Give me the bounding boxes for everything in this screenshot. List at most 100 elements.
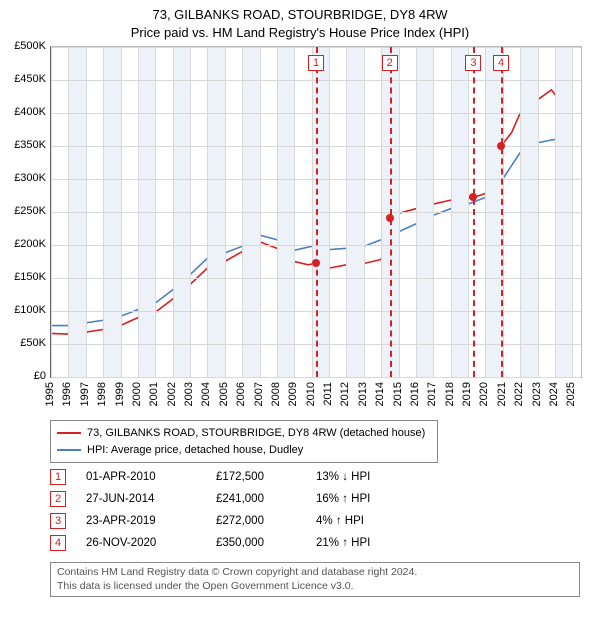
- gridline-v: [138, 47, 139, 377]
- footer-line2: This data is licensed under the Open Gov…: [57, 580, 573, 594]
- legend-swatch-property: [57, 432, 81, 434]
- chart-container: 73, GILBANKS ROAD, STOURBRIDGE, DY8 4RW …: [0, 0, 600, 620]
- sale-marker-number: 4: [493, 55, 509, 71]
- footer-attribution: Contains HM Land Registry data © Crown c…: [50, 562, 580, 597]
- gridline-v: [485, 47, 486, 377]
- xtick-label: 2008: [270, 382, 282, 406]
- gridline-v: [155, 47, 156, 377]
- gridline-v: [260, 47, 261, 377]
- xtick-label: 2022: [513, 382, 525, 406]
- gridline-v: [242, 47, 243, 377]
- sales-row-price: £172,500: [216, 471, 316, 483]
- xtick-label: 2005: [218, 382, 230, 406]
- gridline-v: [190, 47, 191, 377]
- gridline-v: [555, 47, 556, 377]
- ytick-label: £100K: [6, 304, 46, 316]
- sale-marker-line: [316, 47, 318, 377]
- xtick-label: 2024: [548, 382, 560, 406]
- xtick-label: 1995: [44, 382, 56, 406]
- ytick-label: £450K: [6, 73, 46, 85]
- xtick-label: 1997: [79, 382, 91, 406]
- sales-row-number: 4: [50, 535, 66, 551]
- sales-row-price: £350,000: [216, 537, 316, 549]
- sale-data-point: [386, 214, 394, 222]
- sales-row-price: £241,000: [216, 493, 316, 505]
- title-line2: Price paid vs. HM Land Registry's House …: [0, 24, 600, 42]
- xtick-label: 1999: [114, 382, 126, 406]
- sales-row-date: 27-JUN-2014: [86, 493, 216, 505]
- sale-marker-number: 1: [308, 55, 324, 71]
- xtick-label: 2009: [287, 382, 299, 406]
- sale-marker-line: [473, 47, 475, 377]
- footer-line1: Contains HM Land Registry data © Crown c…: [57, 566, 573, 580]
- legend-label-property: 73, GILBANKS ROAD, STOURBRIDGE, DY8 4RW …: [87, 425, 425, 442]
- gridline-v: [225, 47, 226, 377]
- xtick-label: 2019: [461, 382, 473, 406]
- xtick-label: 2016: [409, 382, 421, 406]
- gridline-v: [433, 47, 434, 377]
- legend-row-property: 73, GILBANKS ROAD, STOURBRIDGE, DY8 4RW …: [57, 425, 431, 442]
- gridline-v: [121, 47, 122, 377]
- xtick-label: 2025: [565, 382, 577, 406]
- sales-row-price: £272,000: [216, 515, 316, 527]
- xtick-label: 2001: [148, 382, 160, 406]
- sales-row-date: 26-NOV-2020: [86, 537, 216, 549]
- gridline-v: [346, 47, 347, 377]
- gridline-v: [294, 47, 295, 377]
- legend-label-hpi: HPI: Average price, detached house, Dudl…: [87, 442, 303, 459]
- xtick-label: 2013: [357, 382, 369, 406]
- ytick-label: £500K: [6, 40, 46, 52]
- xtick-label: 2000: [131, 382, 143, 406]
- sale-marker-line: [390, 47, 392, 377]
- gridline-v: [538, 47, 539, 377]
- gridline-v: [572, 47, 573, 377]
- title-line1: 73, GILBANKS ROAD, STOURBRIDGE, DY8 4RW: [0, 6, 600, 24]
- xtick-label: 2010: [305, 382, 317, 406]
- sale-marker-number: 2: [382, 55, 398, 71]
- xtick-label: 2018: [444, 382, 456, 406]
- gridline-v: [416, 47, 417, 377]
- xtick-label: 2002: [166, 382, 178, 406]
- sale-marker-line: [501, 47, 503, 377]
- xtick-label: 1996: [61, 382, 73, 406]
- sales-row-date: 23-APR-2019: [86, 515, 216, 527]
- xtick-label: 1998: [96, 382, 108, 406]
- gridline-v: [103, 47, 104, 377]
- legend: 73, GILBANKS ROAD, STOURBRIDGE, DY8 4RW …: [50, 420, 438, 463]
- gridline-v: [312, 47, 313, 377]
- sale-data-point: [312, 259, 320, 267]
- xtick-label: 2014: [374, 382, 386, 406]
- gridline-v: [364, 47, 365, 377]
- sales-row-number: 2: [50, 491, 66, 507]
- plot-area: 1 2 34: [50, 46, 582, 378]
- gridline-v: [381, 47, 382, 377]
- ytick-label: £200K: [6, 238, 46, 250]
- xtick-label: 2003: [183, 382, 195, 406]
- xtick-label: 2017: [426, 382, 438, 406]
- ytick-label: £150K: [6, 271, 46, 283]
- sales-row-number: 1: [50, 469, 66, 485]
- ytick-label: £50K: [6, 337, 46, 349]
- gridline-v: [207, 47, 208, 377]
- xtick-label: 2011: [322, 382, 334, 406]
- gridline-v: [520, 47, 521, 377]
- xtick-label: 2006: [235, 382, 247, 406]
- gridline-v: [86, 47, 87, 377]
- xtick-label: 2023: [531, 382, 543, 406]
- ytick-label: £300K: [6, 172, 46, 184]
- xtick-label: 2020: [478, 382, 490, 406]
- legend-swatch-hpi: [57, 449, 81, 451]
- ytick-label: £400K: [6, 106, 46, 118]
- gridline-v: [468, 47, 469, 377]
- gridline-h: [51, 377, 581, 378]
- sales-row-number: 3: [50, 513, 66, 529]
- gridline-v: [173, 47, 174, 377]
- sale-marker-number: 3: [465, 55, 481, 71]
- sales-row: 426-NOV-2020£350,00021% ↑ HPI: [50, 532, 416, 554]
- ytick-label: £350K: [6, 139, 46, 151]
- xtick-label: 2015: [392, 382, 404, 406]
- sales-row-pct: 16% ↑ HPI: [316, 493, 416, 505]
- xtick-label: 2007: [253, 382, 265, 406]
- chart-title: 73, GILBANKS ROAD, STOURBRIDGE, DY8 4RW …: [0, 0, 600, 41]
- gridline-v: [68, 47, 69, 377]
